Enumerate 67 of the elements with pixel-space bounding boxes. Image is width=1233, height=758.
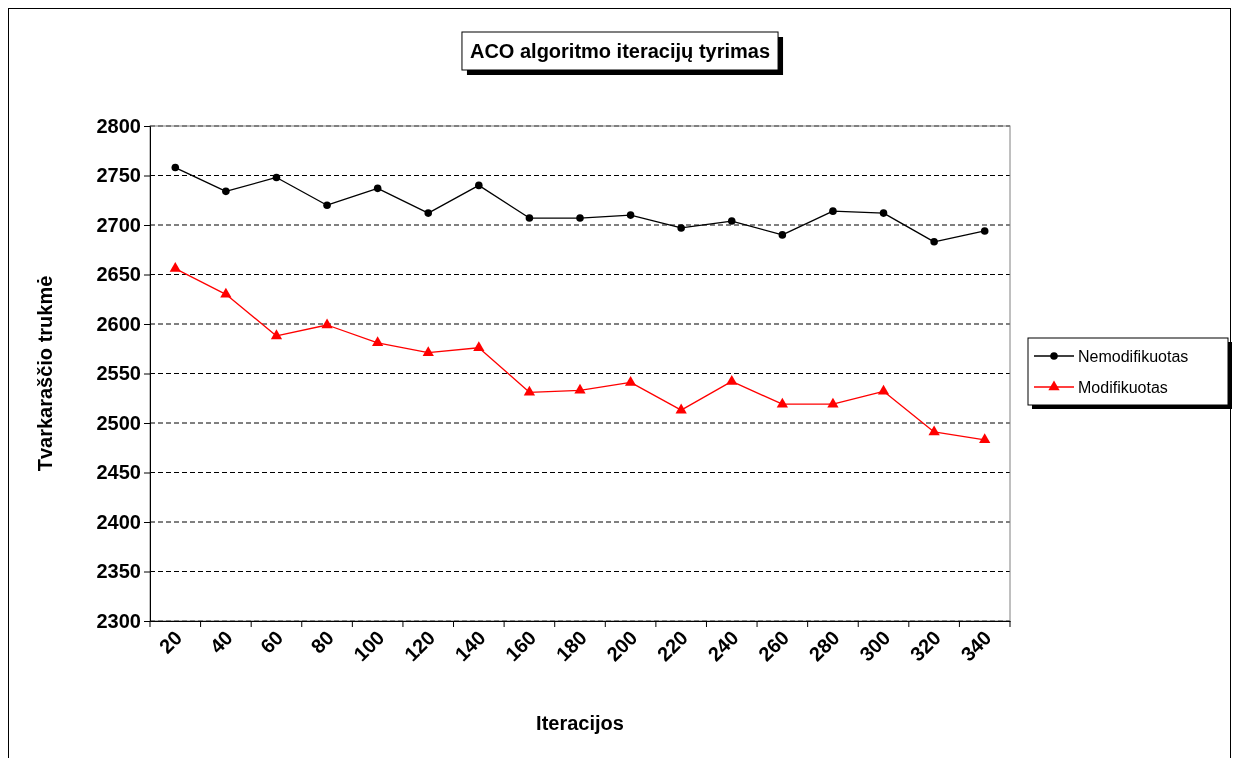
point [169,262,181,272]
point [624,375,637,386]
point [574,383,586,394]
point [675,403,687,414]
y-tick-label: 2600 [96,312,141,335]
point [272,173,281,182]
y-tick-label: 2300 [96,609,141,632]
point [827,397,839,408]
chart-title: ACO algoritmo iteracijų tyrimas [469,40,771,62]
point [727,217,736,225]
x-tick-label: 320 [905,626,945,666]
x-tick-label: 40 [205,626,237,658]
x-tick-label: 100 [349,626,389,666]
x-tick-label: 260 [754,626,794,666]
x-tick-label: 80 [306,626,338,658]
point [778,231,787,239]
point [930,238,938,246]
point [928,425,940,436]
point [626,211,635,219]
x-tick-label: 340 [956,626,996,666]
point [473,341,485,352]
y-tick-label: 2450 [96,461,141,484]
point [321,318,333,329]
point [523,385,536,396]
x-tick-label: 240 [703,626,743,666]
point [323,201,331,209]
point [424,209,433,217]
y-tick-label: 2750 [96,164,141,187]
point [171,163,180,172]
y-tick-label: 2550 [96,362,141,385]
y-tick-label: 2400 [96,510,141,533]
y-axis-title: Tvarkaraščio trukmė [34,275,56,472]
point [373,184,382,193]
x-tick-label: 180 [551,626,591,666]
x-tick-label: 60 [256,626,288,658]
x-tick-label: 20 [154,626,187,658]
x-tick-label: 140 [450,626,490,666]
x-axis-title: Iteracijos [536,712,624,734]
point [222,187,230,196]
point [475,181,483,190]
point [776,397,788,408]
legend-label: Nemodifikuotas [1078,348,1189,365]
point [979,433,991,444]
legend-label: Modifikuotas [1078,379,1168,396]
x-tick-label: 280 [804,626,844,666]
y-tick-label: 2700 [96,213,141,236]
point [220,287,232,298]
point [726,374,738,385]
point [576,214,584,222]
point [270,329,283,340]
point [879,209,888,217]
y-tick-label: 2650 [96,263,141,286]
x-tick-label: 120 [399,626,440,666]
point [877,384,890,395]
point [829,207,837,215]
y-tick-label: 2350 [96,560,141,583]
x-tick-label: 220 [652,626,693,666]
point [372,336,384,347]
y-tick-label: 2500 [96,411,141,434]
point [677,224,685,232]
x-tick-label: 300 [855,626,895,666]
y-tick-label: 2800 [96,114,141,137]
x-tick-label: 160 [501,626,541,666]
point [525,214,534,222]
point [422,346,434,356]
point [980,227,989,235]
x-tick-label: 200 [602,626,642,666]
